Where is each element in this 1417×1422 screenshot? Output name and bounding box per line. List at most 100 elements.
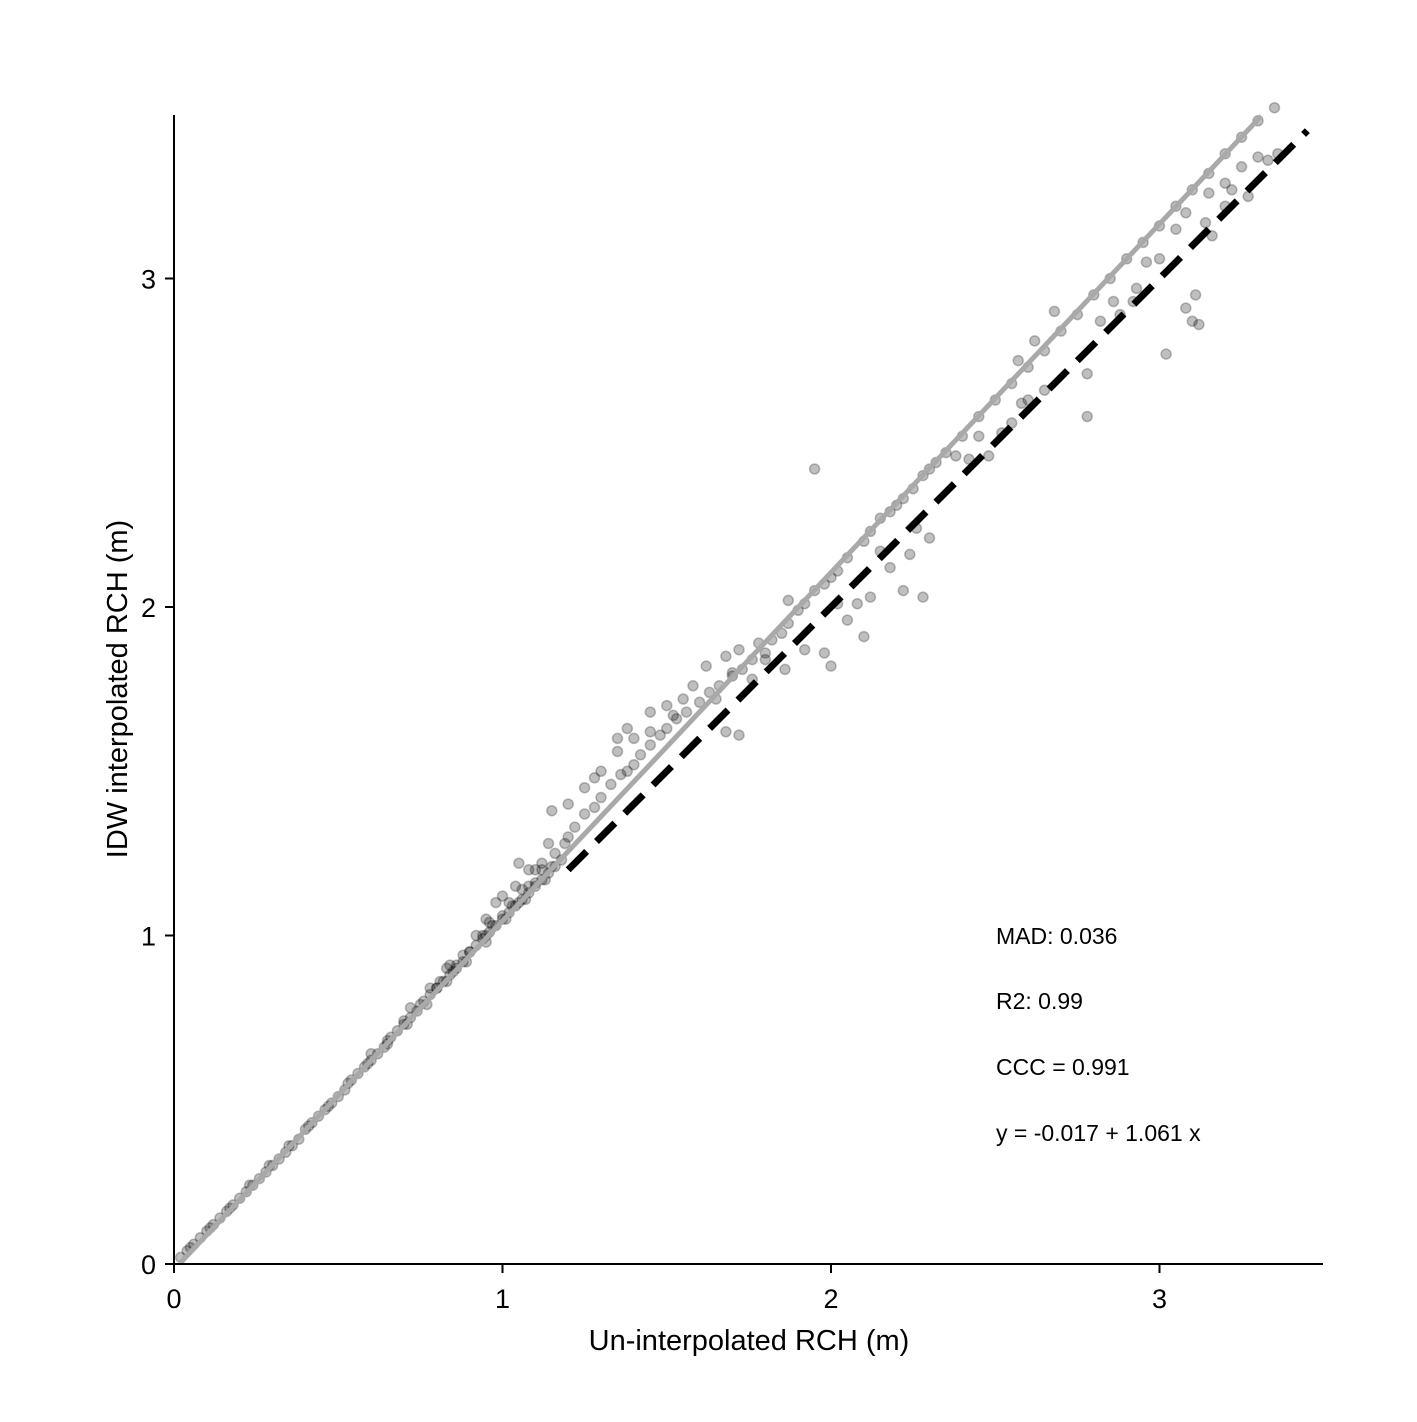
data-point (513, 857, 525, 869)
data-point (490, 896, 502, 909)
data-point (595, 765, 607, 778)
data-point (1160, 348, 1172, 360)
data-point (841, 614, 854, 626)
data-point (605, 778, 617, 791)
data-point (798, 643, 811, 656)
data-point (851, 597, 864, 610)
data-point (1189, 289, 1202, 301)
data-point (759, 647, 772, 659)
data-point (1038, 384, 1051, 396)
x-tick-label: 0 (166, 1284, 181, 1314)
data-point (1193, 318, 1205, 331)
data-point (1235, 161, 1248, 173)
data-point (546, 804, 558, 817)
data-point (1153, 253, 1166, 265)
data-point (1015, 397, 1028, 410)
data-point (470, 929, 482, 942)
data-point (808, 463, 821, 475)
data-point (1048, 305, 1061, 318)
data-point (680, 706, 693, 718)
data-point (529, 864, 542, 876)
data-point (523, 864, 535, 876)
data-point (404, 1002, 417, 1014)
data-point (588, 801, 601, 814)
data-point (897, 584, 910, 597)
data-point (1242, 190, 1254, 203)
data-point (536, 857, 548, 869)
data-point (444, 959, 456, 971)
regression-equation: y = -0.017 + 1.061 x (996, 1120, 1201, 1146)
data-point (884, 561, 896, 574)
axes: 0 1 2 3 0 1 2 3 (141, 115, 1323, 1314)
data-point (536, 864, 548, 876)
data-point (611, 732, 624, 745)
data-point (611, 745, 624, 758)
data-point (595, 791, 607, 804)
data-point (1012, 354, 1024, 367)
data-point (733, 729, 745, 741)
data-point (424, 982, 436, 994)
data-point (621, 722, 634, 735)
data-point (782, 594, 795, 607)
data-point (923, 532, 936, 544)
data-point (1081, 368, 1093, 380)
data-point (644, 706, 657, 718)
x-axis-title: Un-interpolated RCH (m) (589, 1325, 910, 1357)
data-point (634, 749, 647, 761)
data-point (779, 663, 791, 676)
regression-fit-line (178, 114, 1264, 1265)
data-point (654, 729, 666, 741)
data-point (516, 883, 528, 896)
data-point (720, 726, 732, 738)
mad-annotation: MAD: 0.036 (996, 923, 1117, 949)
data-point (858, 630, 870, 643)
data-point (1028, 335, 1041, 347)
data-point (480, 913, 492, 925)
data-point (1203, 187, 1215, 199)
data-point (759, 653, 772, 666)
data-point (628, 732, 640, 745)
ccc-annotation: CCC = 0.991 (996, 1054, 1130, 1080)
x-tick-label: 1 (495, 1284, 510, 1314)
reference-lines (178, 114, 1310, 1265)
stats-annotations: MAD: 0.036 R2: 0.99 CCC = 0.991 y = -0.0… (996, 923, 1201, 1146)
data-point (621, 765, 634, 778)
data-point (569, 821, 581, 833)
data-point (559, 837, 571, 850)
data-point (1252, 151, 1264, 163)
data-point (1180, 302, 1192, 314)
data-point (703, 686, 716, 699)
data-point (1186, 315, 1199, 327)
data-point (562, 798, 574, 810)
data-point (562, 831, 574, 843)
y-tick-label: 0 (141, 1250, 156, 1280)
data-point (1226, 184, 1238, 196)
data-point (1094, 315, 1107, 327)
data-point (578, 781, 591, 794)
data-point (578, 808, 591, 820)
x-tick-label: 2 (823, 1284, 838, 1314)
data-point (483, 916, 496, 929)
data-point (1180, 207, 1192, 219)
y-tick-label: 2 (141, 593, 156, 623)
data-point (661, 699, 673, 712)
data-point (1199, 216, 1212, 229)
data-point (973, 430, 985, 442)
data-point (440, 962, 453, 975)
data-point (720, 650, 732, 663)
data-point (733, 643, 745, 656)
data-point (917, 591, 929, 603)
data-point (864, 591, 877, 603)
data-point (700, 660, 712, 672)
identity-line (565, 128, 1310, 873)
data-point (503, 896, 515, 909)
data-point (615, 768, 627, 781)
data-point (818, 647, 831, 659)
data-point (1140, 256, 1153, 268)
data-point (644, 726, 657, 738)
data-point (677, 693, 689, 705)
data-point (588, 772, 601, 784)
data-point (1081, 410, 1093, 423)
